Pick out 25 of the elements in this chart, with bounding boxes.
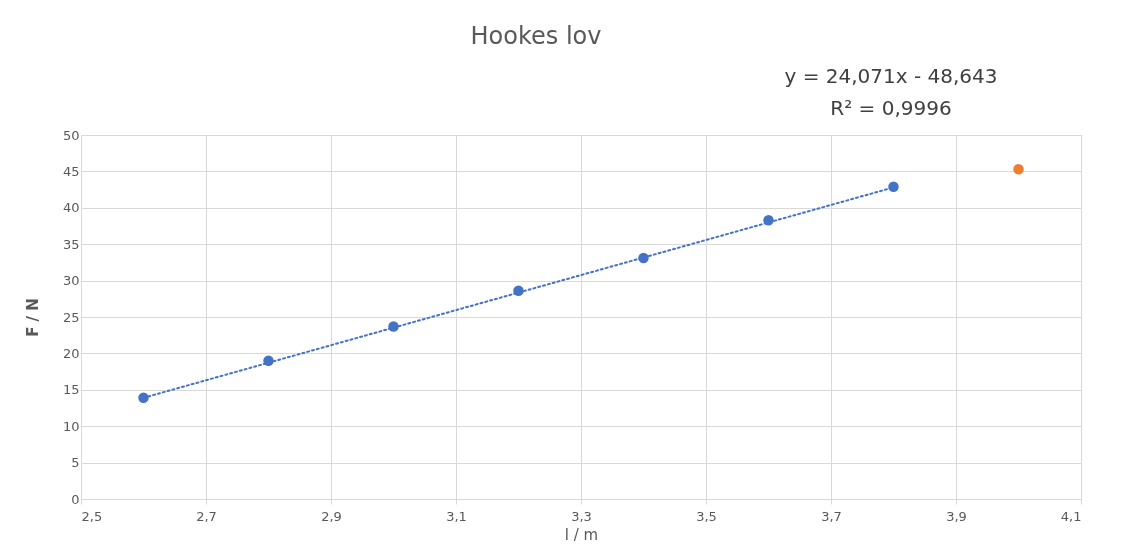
text: y = 24,071x - 48,643 <box>784 64 998 88</box>
y-tick-label: 10 <box>62 418 80 434</box>
y-tick-label: 35 <box>62 236 80 252</box>
x-tick-label: 2,9 <box>321 508 342 524</box>
y-tick-label: 25 <box>62 309 80 325</box>
y-tick-label: 15 <box>62 382 80 398</box>
x-tick-label: 2,7 <box>196 508 217 524</box>
x-tick-label: 3,9 <box>946 508 967 524</box>
y-tick-label: 30 <box>62 273 80 289</box>
x-tick-label: 3,3 <box>571 508 592 524</box>
x-tick-label: 3,1 <box>446 508 467 524</box>
y-axis-title: F / N <box>23 298 42 337</box>
y-tick-label: 40 <box>62 200 80 216</box>
chart-title: Hookes lov <box>470 22 602 50</box>
y-tick-label: 20 <box>62 345 80 361</box>
y-tick-label: 45 <box>62 163 80 179</box>
x-tick-label: 4,1 <box>1060 508 1082 524</box>
y-tick-label: 0 <box>71 491 80 507</box>
y-tick-label: 5 <box>71 455 80 471</box>
x-tick-label: 3,7 <box>821 508 842 524</box>
y-tick-label: 50 <box>62 127 80 143</box>
x-tick-label: 2,5 <box>81 508 103 524</box>
x-tick-label: 3,5 <box>696 508 717 524</box>
text: R² = 0,9996 <box>830 96 952 120</box>
x-axis-title: l / m <box>564 525 599 544</box>
